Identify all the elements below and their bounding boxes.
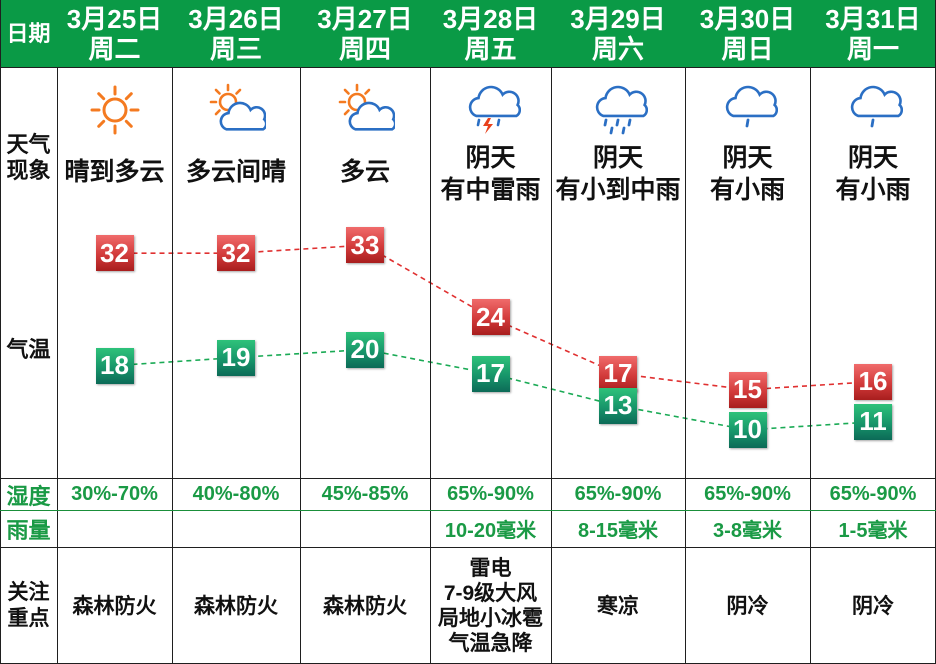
rainfall-value — [57, 511, 172, 546]
low-temp-point: 10 — [728, 411, 767, 448]
day-date: 3月28日 — [442, 3, 539, 34]
humidity-value: 65%-90% — [829, 483, 917, 505]
day-date: 3月25日 — [66, 3, 163, 34]
sun-icon — [85, 82, 145, 138]
focus-value: 森林防火 — [323, 594, 407, 618]
day-weekday: 周六 — [591, 33, 644, 64]
low-temp-point: 19 — [217, 339, 255, 376]
focus-label-text: 关注 重点 — [7, 581, 50, 630]
focus-row-label: 关注 重点 — [0, 548, 57, 664]
thunderstorm-icon — [461, 82, 521, 138]
day-weekday: 周日 — [721, 33, 774, 64]
high-temp-point: 32 — [95, 235, 134, 272]
rainfall-value: 10-20毫米 — [444, 520, 537, 542]
rainfall-bottom-divider — [0, 547, 936, 548]
column-divider — [685, 67, 686, 664]
day-header: 3月30日 周日 — [685, 0, 810, 67]
day-date: 3月26日 — [188, 3, 284, 34]
column-divider — [172, 67, 173, 664]
date-row-label: 日期 — [0, 0, 57, 67]
weather-description: 多云间晴 — [185, 158, 286, 186]
weather-row-label: 天气 现象 — [0, 118, 57, 198]
light-rain-icon — [843, 82, 904, 138]
chart-bottom-divider — [0, 478, 936, 479]
focus-value: 阴冷 — [852, 594, 894, 618]
focus-value: 森林防火 — [194, 594, 278, 618]
column-divider — [551, 67, 552, 664]
day-header: 3月31日 周一 — [810, 0, 936, 67]
low-temp-point: 18 — [95, 347, 134, 384]
humidity-value: 65%-90% — [704, 483, 791, 505]
high-temp-point: 16 — [854, 363, 892, 400]
high-temp-point: 15 — [728, 371, 767, 408]
column-divider — [810, 67, 811, 664]
humidity-value: 65%-90% — [574, 483, 662, 505]
weather-description: 多云 — [339, 158, 390, 186]
day-header: 3月25日 周二 — [57, 0, 172, 67]
header-divider — [0, 67, 936, 68]
day-weekday: 周四 — [338, 33, 391, 64]
low-temp-point: 20 — [346, 331, 384, 368]
rainfall-value: 1-5毫米 — [838, 520, 908, 542]
light-rain-icon — [718, 82, 778, 138]
humidity-value: 40%-80% — [192, 483, 280, 505]
day-weekday: 周一 — [846, 33, 899, 64]
low-temp-point: 13 — [599, 387, 637, 424]
weather-description: 阴天 有小雨 — [835, 144, 911, 204]
left-border — [0, 0, 1, 664]
high-temp-point: 33 — [346, 227, 384, 264]
rainfall-label-text: 雨量 — [6, 517, 51, 543]
high-temp-point: 24 — [471, 299, 510, 336]
rainfall-value — [300, 511, 430, 546]
temperature-label-text: 气温 — [6, 337, 51, 362]
sun-cloud-icon — [335, 82, 397, 138]
day-weekday: 周五 — [464, 33, 517, 64]
focus-value: 森林防火 — [72, 594, 157, 618]
humidity-value: 30%-70% — [71, 483, 158, 505]
date-label-text: 日期 — [6, 20, 51, 46]
weather-description: 阴天 有中雷雨 — [440, 144, 541, 204]
day-date: 3月29日 — [570, 3, 666, 34]
rainfall-value — [172, 511, 300, 546]
header-bar — [0, 0, 936, 67]
rainfall-value: 8-15毫米 — [577, 520, 659, 542]
day-header: 3月26日 周三 — [172, 0, 300, 67]
day-header: 3月28日 周五 — [430, 0, 551, 67]
column-divider — [430, 67, 431, 664]
high-temp-point: 32 — [217, 235, 255, 272]
day-weekday: 周二 — [88, 33, 141, 64]
low-temp-point: 11 — [854, 403, 892, 440]
high-temp-point: 17 — [599, 355, 637, 392]
temperature-row-label: 气温 — [0, 330, 57, 370]
column-divider — [57, 67, 58, 664]
humidity-row-label: 湿度 — [0, 479, 57, 510]
column-divider — [300, 67, 301, 664]
weather-description: 晴到多云 — [64, 158, 165, 186]
focus-value: 阴冷 — [726, 594, 769, 618]
humidity-value: 65%-90% — [447, 483, 534, 505]
humidity-bottom-divider — [0, 510, 936, 511]
humidity-label-text: 湿度 — [6, 483, 51, 509]
low-temp-point: 17 — [471, 355, 510, 392]
day-header: 3月27日 周四 — [300, 0, 430, 67]
focus-value: 雷电 7-9级大风 局地小冰雹 气温急降 — [438, 557, 543, 655]
weather-description: 阴天 有小到中雨 — [555, 144, 681, 204]
rainfall-value: 3-8毫米 — [713, 520, 782, 542]
weather-description: 阴天 有小雨 — [709, 144, 785, 204]
rain-icon — [588, 82, 649, 138]
sun-cloud-icon — [206, 82, 268, 138]
humidity-value: 45%-85% — [321, 483, 409, 505]
day-date: 3月31日 — [825, 3, 921, 34]
day-date: 3月27日 — [317, 3, 413, 34]
day-weekday: 周三 — [209, 33, 262, 64]
rainfall-row-label: 雨量 — [0, 511, 57, 546]
day-header: 3月29日 周六 — [551, 0, 685, 67]
focus-value: 寒凉 — [597, 594, 639, 618]
weather-label-text: 天气 现象 — [6, 132, 51, 183]
day-date: 3月30日 — [699, 3, 796, 34]
